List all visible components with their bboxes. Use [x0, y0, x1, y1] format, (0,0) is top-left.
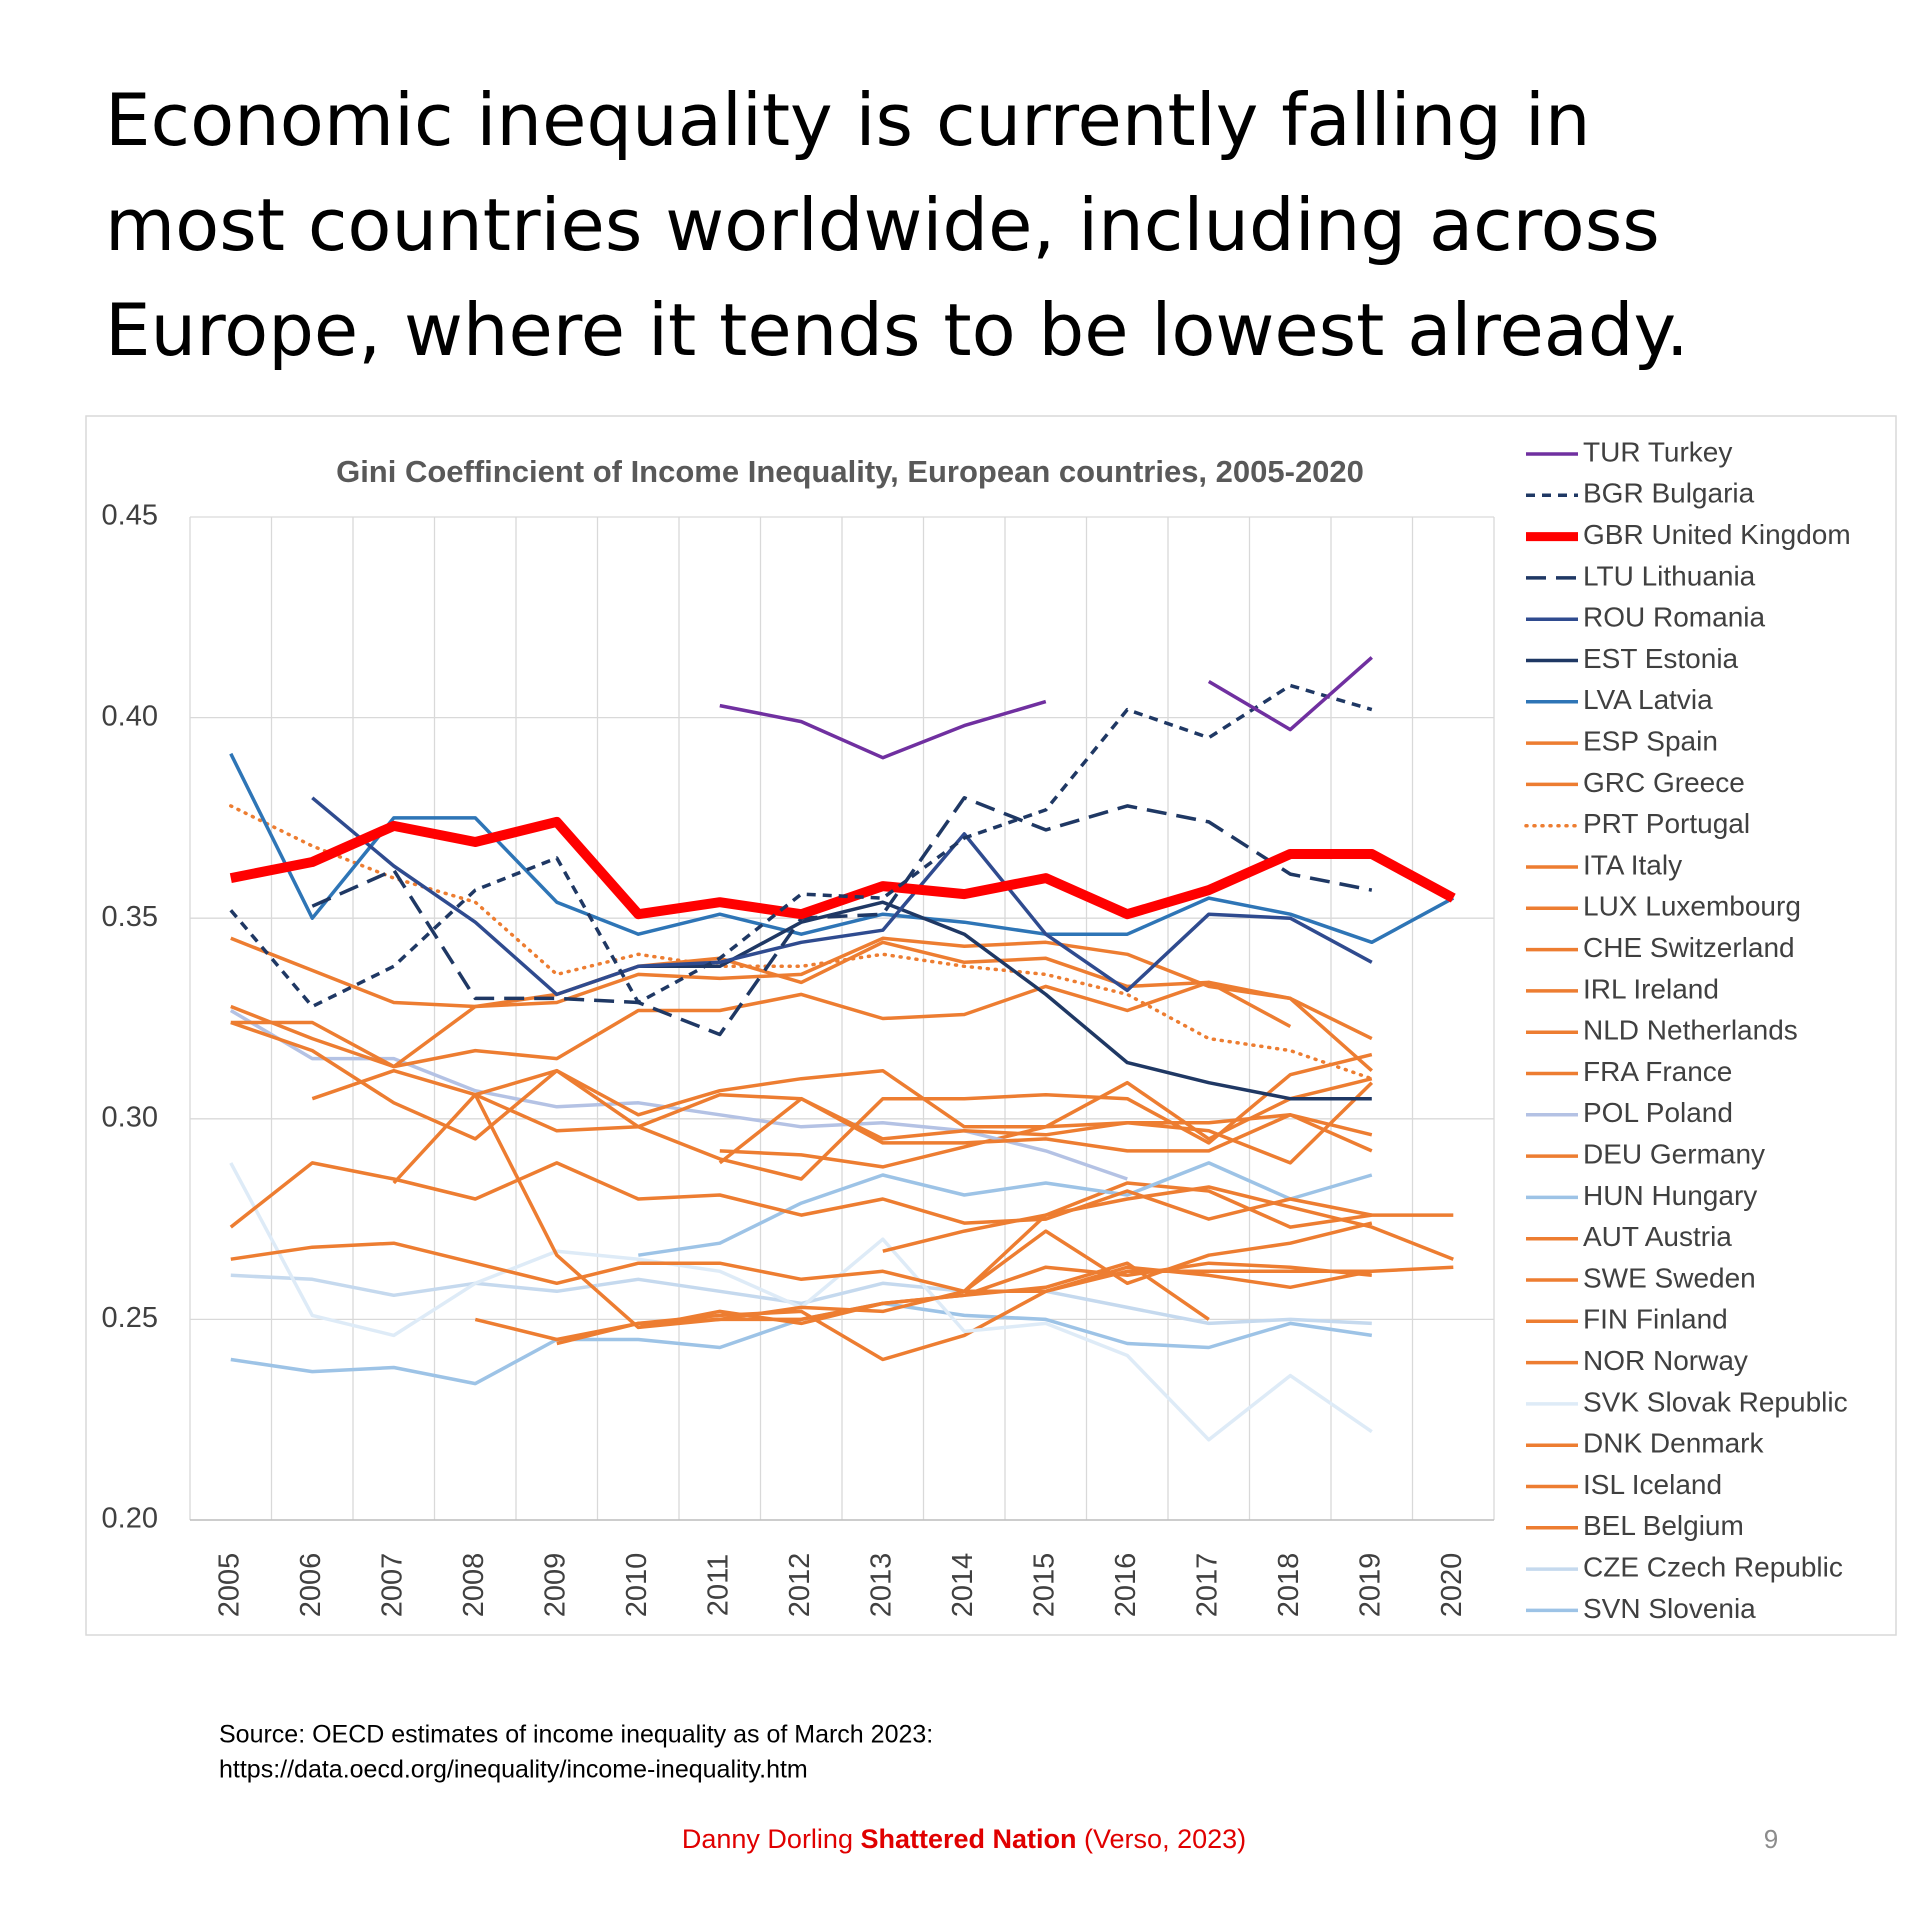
series-line — [230, 936, 1373, 1069]
series-line — [230, 980, 1373, 1073]
legend-label: FRA France — [1583, 1056, 1732, 1087]
legend-label: SWE Sweden — [1583, 1262, 1756, 1293]
x-tick-label: 2006 — [295, 1553, 327, 1618]
legend-label: HUN Hungary — [1583, 1180, 1757, 1211]
series-line — [311, 796, 1373, 1037]
series-line — [229, 683, 1373, 1009]
chart-frame — [85, 415, 1897, 1636]
y-tick-label: 0.20 — [102, 1503, 158, 1535]
legend-label: ITA Italy — [1583, 849, 1682, 880]
legend-label: ESP Spain — [1583, 725, 1718, 756]
legend-label: CZE Czech Republic — [1583, 1551, 1843, 1582]
x-tick-label: 2007 — [376, 1553, 408, 1618]
legend-label: GBR United Kingdom — [1583, 519, 1851, 550]
legend-label: NLD Netherlands — [1583, 1015, 1798, 1046]
x-tick-label: 2020 — [1436, 1553, 1468, 1618]
legend-label: SVK Slovak Republic — [1583, 1386, 1848, 1417]
x-tick-label: 2008 — [458, 1553, 490, 1618]
series-line — [311, 796, 1373, 997]
series-line — [229, 752, 1455, 945]
legend-label: PRT Portugal — [1583, 808, 1750, 839]
series-line — [638, 1161, 1373, 1257]
legend-label: IRL Ireland — [1583, 973, 1719, 1004]
x-tick-label: 2009 — [539, 1553, 571, 1618]
x-tick-label: 2019 — [1354, 1553, 1386, 1618]
legend-label: LTU Lithuania — [1583, 560, 1756, 591]
series-line — [311, 1052, 1373, 1181]
series-line — [230, 1020, 1373, 1141]
series-line — [229, 816, 1456, 920]
series-line — [718, 1096, 1373, 1165]
plot: 0.20 0.25 0.30 0.35 0.40 0.45 2005 2006 2007 2008… — [102, 500, 1495, 1618]
legend-label: BEL Belgium — [1583, 1510, 1744, 1541]
series-line — [963, 1221, 1373, 1293]
chart-title: Gini Coeffincient of Income Inequality, … — [336, 454, 1364, 489]
legend: TUR Turkey BGR Bulgaria GBR United Kingdom… — [1524, 436, 1851, 1624]
y-tick-label: 0.40 — [102, 700, 158, 732]
series-line — [719, 656, 1373, 760]
series-line — [474, 1092, 1373, 1153]
legend-label: ROU Romania — [1583, 602, 1765, 633]
source-line: Source: OECD estimates of income inequal… — [219, 1721, 933, 1749]
series-line — [638, 900, 1372, 1101]
y-tick-label: 0.45 — [102, 500, 158, 532]
legend-label: LUX Luxembourg — [1583, 891, 1801, 922]
y-tick-label: 0.25 — [102, 1302, 158, 1334]
y-tick-label: 0.30 — [102, 1101, 158, 1133]
x-tick-label: 2012 — [784, 1553, 816, 1618]
footer-book: Shattered Nation — [860, 1824, 1076, 1854]
x-tick-label: 2015 — [1028, 1553, 1060, 1618]
footer-author: Danny Dorling — [682, 1824, 853, 1854]
slide-title-line: most countries worldwide, including acro… — [105, 183, 1660, 267]
source-line: https://data.oecd.org/inequality/income-… — [219, 1756, 808, 1784]
footer-publisher: (Verso, 2023) — [1084, 1824, 1246, 1854]
y-tick-label: 0.35 — [102, 901, 158, 933]
legend-label: FIN Finland — [1583, 1304, 1728, 1335]
x-tick-label: 2017 — [1191, 1553, 1223, 1618]
x-tick-label: 2010 — [621, 1553, 653, 1618]
page-number: 9 — [1764, 1824, 1778, 1854]
legend-label: NOR Norway — [1583, 1345, 1748, 1376]
slide-title-line: Economic inequality is currently falling… — [105, 78, 1591, 162]
series-line — [392, 1092, 1210, 1330]
legend-label: GRC Greece — [1583, 767, 1745, 798]
legend-label: SVN Slovenia — [1583, 1593, 1756, 1624]
x-tick-label: 2018 — [1273, 1553, 1305, 1618]
legend-label: LVA Latvia — [1583, 684, 1713, 715]
series-line — [882, 1185, 1454, 1261]
legend-label: CHE Switzerland — [1583, 932, 1795, 963]
x-tick-label: 2016 — [1110, 1553, 1142, 1618]
series-line — [229, 1161, 1373, 1229]
footer: Danny Dorling Shattered Nation (Verso, 2… — [682, 1824, 1246, 1854]
series-line — [637, 1261, 1372, 1330]
legend-label: AUT Austria — [1583, 1221, 1732, 1252]
slide-title-line: Europe, where it tends to be lowest alre… — [105, 288, 1689, 372]
legend-label: EST Estonia — [1583, 643, 1739, 674]
x-tick-label: 2005 — [213, 1553, 245, 1618]
x-tick-label: 2011 — [702, 1554, 734, 1616]
x-tick-label: 2013 — [865, 1553, 897, 1618]
series-line — [230, 1273, 1372, 1326]
legend-label: POL Poland — [1583, 1097, 1733, 1128]
legend-label: ISL Iceland — [1583, 1469, 1722, 1500]
legend-label: DEU Germany — [1583, 1138, 1765, 1169]
legend-label: DNK Denmark — [1583, 1428, 1764, 1459]
x-tick-label: 2014 — [947, 1553, 979, 1618]
legend-label: TUR Turkey — [1583, 436, 1732, 467]
legend-label: BGR Bulgaria — [1583, 478, 1755, 509]
